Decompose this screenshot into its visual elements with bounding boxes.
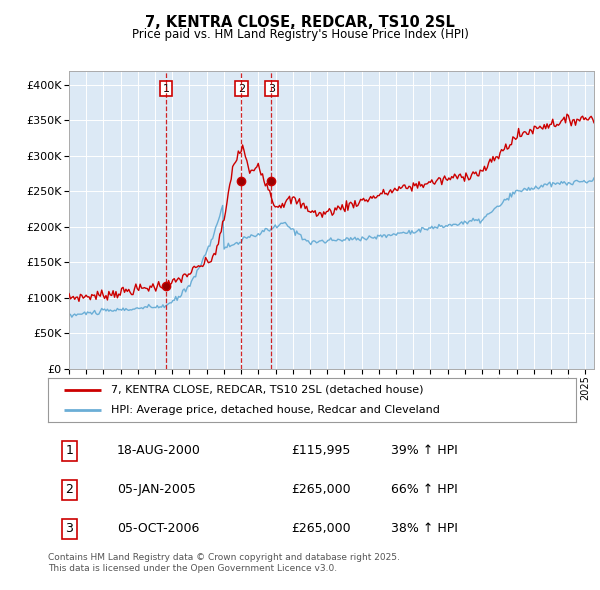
Text: Contains HM Land Registry data © Crown copyright and database right 2025.
This d: Contains HM Land Registry data © Crown c…	[48, 553, 400, 573]
Text: £115,995: £115,995	[291, 444, 350, 457]
Text: 05-JAN-2005: 05-JAN-2005	[116, 483, 196, 496]
Text: 7, KENTRA CLOSE, REDCAR, TS10 2SL (detached house): 7, KENTRA CLOSE, REDCAR, TS10 2SL (detac…	[112, 385, 424, 395]
Text: 05-OCT-2006: 05-OCT-2006	[116, 522, 199, 535]
Text: Price paid vs. HM Land Registry's House Price Index (HPI): Price paid vs. HM Land Registry's House …	[131, 28, 469, 41]
Text: 39% ↑ HPI: 39% ↑ HPI	[391, 444, 458, 457]
Text: 7, KENTRA CLOSE, REDCAR, TS10 2SL: 7, KENTRA CLOSE, REDCAR, TS10 2SL	[145, 15, 455, 30]
Text: £265,000: £265,000	[291, 483, 350, 496]
Text: 3: 3	[65, 522, 73, 535]
Text: 1: 1	[65, 444, 73, 457]
Text: 2: 2	[65, 483, 73, 496]
Text: 3: 3	[268, 84, 275, 94]
Text: 18-AUG-2000: 18-AUG-2000	[116, 444, 200, 457]
Text: £265,000: £265,000	[291, 522, 350, 535]
Text: 66% ↑ HPI: 66% ↑ HPI	[391, 483, 458, 496]
Text: 2: 2	[238, 84, 245, 94]
Text: HPI: Average price, detached house, Redcar and Cleveland: HPI: Average price, detached house, Redc…	[112, 405, 440, 415]
Text: 38% ↑ HPI: 38% ↑ HPI	[391, 522, 458, 535]
Text: 1: 1	[163, 84, 169, 94]
